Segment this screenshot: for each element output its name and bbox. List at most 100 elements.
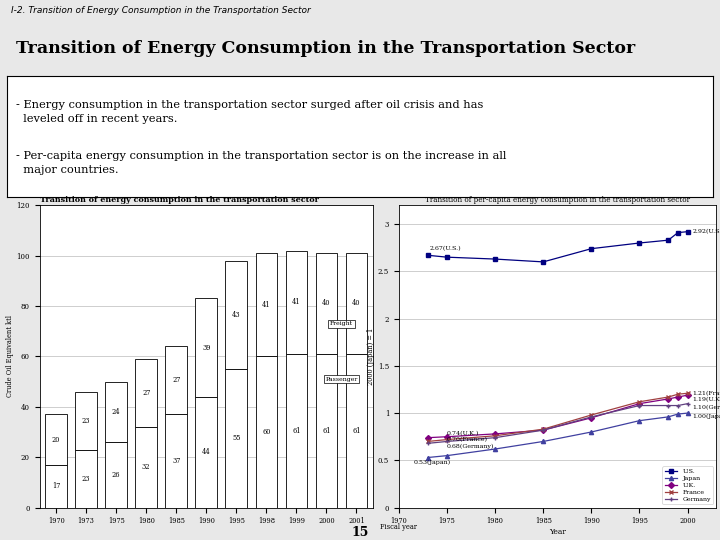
Title: Transition of per-capita energy consumption in the transportation sector: Transition of per-capita energy consumpt… [426, 197, 690, 205]
U.S. [443, 254, 451, 260]
France [587, 411, 595, 418]
U.S. [664, 237, 672, 244]
Text: Transition of Energy Consumption in the Transportation Sector: Transition of Energy Consumption in the … [16, 40, 635, 57]
Bar [256, 253, 277, 356]
U.S. [683, 228, 692, 235]
Line: U.K.: U.K. [426, 393, 690, 440]
Line: Japan: Japan [426, 411, 690, 460]
Bar [76, 392, 97, 450]
Text: 1.00(Japan): 1.00(Japan) [693, 414, 720, 419]
Germany [635, 402, 644, 409]
U.K. [635, 401, 644, 407]
Text: 1.19(U.K.): 1.19(U.K.) [693, 397, 720, 402]
Bar [346, 354, 367, 508]
France [674, 391, 683, 397]
Text: 15: 15 [351, 525, 369, 539]
Text: 20: 20 [52, 436, 60, 443]
Bar [315, 253, 337, 354]
Text: 23: 23 [82, 417, 91, 424]
Text: 60: 60 [262, 428, 271, 436]
Germany [674, 402, 683, 409]
Germany [491, 434, 500, 441]
U.K. [443, 434, 451, 440]
U.S. [539, 259, 548, 265]
Bar [135, 359, 157, 427]
Text: 2.67(U.S.): 2.67(U.S.) [430, 246, 462, 252]
France [423, 438, 432, 445]
Bar [315, 354, 337, 508]
U.K. [491, 431, 500, 437]
Text: Freight: Freight [330, 321, 353, 326]
U.S. [423, 252, 432, 259]
France [539, 426, 548, 433]
Text: 24: 24 [112, 408, 120, 416]
Text: 26: 26 [112, 471, 120, 479]
France [664, 394, 672, 400]
Germany [539, 427, 548, 433]
U.K. [587, 415, 595, 421]
Text: 2.92(U.S.): 2.92(U.S.) [693, 230, 720, 234]
Bar [135, 427, 157, 508]
Text: 23: 23 [82, 475, 91, 483]
Bar [105, 442, 127, 508]
Y-axis label: 2000 (Japan) = 1: 2000 (Japan) = 1 [367, 328, 375, 385]
Germany [587, 414, 595, 420]
Bar [76, 450, 97, 508]
Text: 1.10(Germany): 1.10(Germany) [693, 405, 720, 410]
Text: 40: 40 [352, 300, 361, 307]
Bar [195, 397, 217, 508]
U.K. [674, 394, 683, 400]
U.K. [664, 396, 672, 402]
Text: 1.21(France): 1.21(France) [693, 391, 720, 396]
Text: 27: 27 [172, 376, 181, 384]
Line: Germany: Germany [426, 402, 690, 446]
Text: I-2. Transition of Energy Consumption in the Transportation Sector: I-2. Transition of Energy Consumption in… [11, 6, 310, 16]
Bar [45, 465, 67, 508]
Text: Fiscal year: Fiscal year [379, 523, 417, 531]
Japan [423, 454, 432, 461]
Japan [664, 414, 672, 420]
Line: France: France [426, 391, 690, 443]
Japan [587, 429, 595, 435]
France [491, 433, 500, 439]
France [683, 390, 692, 396]
Bar [346, 253, 367, 354]
Bar [195, 299, 217, 397]
Germany [664, 402, 672, 409]
U.S. [674, 230, 683, 236]
Japan [683, 410, 692, 416]
Japan [443, 453, 451, 459]
Text: 0.53(Japan): 0.53(Japan) [413, 460, 451, 465]
Text: 61: 61 [352, 427, 361, 435]
Bar [286, 251, 307, 354]
Text: Passenger: Passenger [325, 376, 358, 382]
Y-axis label: Crude Oil Equivalent ktl: Crude Oil Equivalent ktl [6, 315, 14, 397]
Text: 39: 39 [202, 343, 210, 352]
X-axis label: Year: Year [549, 528, 566, 536]
Germany [443, 438, 451, 445]
Text: 44: 44 [202, 448, 211, 456]
Japan [491, 446, 500, 453]
Text: 17: 17 [52, 482, 60, 490]
Text: - Per-capita energy consumption in the transportation sector is on the increase : - Per-capita energy consumption in the t… [16, 151, 506, 176]
Bar [45, 414, 67, 465]
Text: 41: 41 [262, 301, 271, 309]
Text: 0.70(France): 0.70(France) [447, 437, 488, 442]
Text: 40: 40 [322, 300, 330, 307]
Text: 41: 41 [292, 298, 301, 306]
Text: 0.68(Germany): 0.68(Germany) [447, 444, 495, 449]
Text: 32: 32 [142, 463, 150, 471]
Germany [423, 440, 432, 447]
U.K. [423, 434, 432, 441]
Text: 27: 27 [142, 389, 150, 397]
Bar [225, 261, 247, 369]
Text: 37: 37 [172, 457, 181, 465]
Text: Transition of energy consumption in the transportation sector: Transition of energy consumption in the … [40, 197, 318, 205]
U.S. [587, 245, 595, 252]
Text: 0.74(U.K.): 0.74(U.K.) [447, 431, 480, 436]
Japan [674, 411, 683, 417]
Text: 43: 43 [232, 311, 240, 319]
France [443, 436, 451, 443]
Bar [225, 369, 247, 508]
Germany [683, 401, 692, 407]
